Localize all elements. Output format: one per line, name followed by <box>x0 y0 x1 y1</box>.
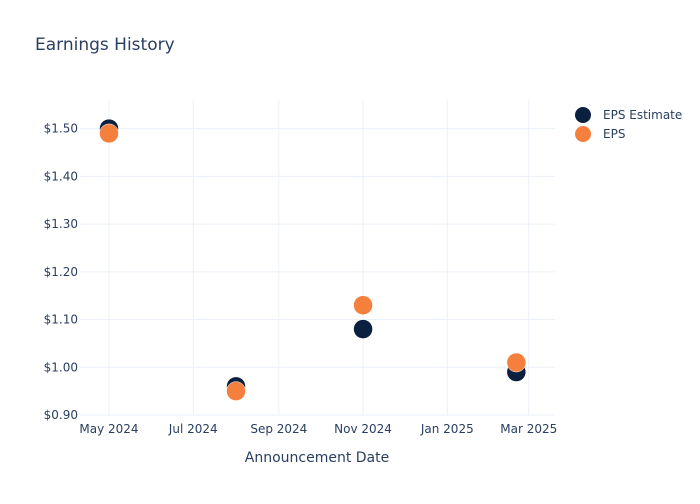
data-point[interactable] <box>353 319 373 339</box>
x-axis-label: Announcement Date <box>245 450 389 466</box>
x-axis-ticks: May 2024 Jul 2024 Sep 2024 Nov 2024 Jan 2025… <box>79 422 557 436</box>
legend-marker <box>575 126 591 142</box>
y-tick-label: $1.30 <box>44 217 78 231</box>
data-point[interactable] <box>353 295 373 315</box>
grid-lines <box>80 100 555 416</box>
x-tick-label: Jul 2024 <box>168 422 218 436</box>
y-tick-label: $0.90 <box>44 408 78 422</box>
data-point[interactable] <box>226 381 246 401</box>
x-tick-label: Sep 2024 <box>250 422 307 436</box>
chart-title: Earnings History <box>35 35 175 55</box>
data-point[interactable] <box>99 123 119 144</box>
data-points <box>99 118 527 401</box>
y-axis-ticks: $0.90 $1.00 $1.10 $1.20 $1.30 $1.40 $1.50 <box>44 122 78 422</box>
y-tick-label: $1.10 <box>44 313 78 327</box>
legend[interactable]: EPS Estimate EPS <box>575 107 682 142</box>
legend-marker <box>575 107 591 123</box>
legend-label: EPS Estimate <box>603 108 682 122</box>
legend-item[interactable]: EPS Estimate <box>575 107 682 123</box>
y-tick-label: $1.50 <box>44 122 78 136</box>
y-tick-label: $1.20 <box>44 265 78 279</box>
x-tick-label: Nov 2024 <box>334 422 392 436</box>
x-tick-label: Jan 2025 <box>420 422 474 436</box>
legend-label: EPS <box>603 127 625 141</box>
y-tick-label: $1.00 <box>44 360 78 374</box>
data-point[interactable] <box>506 352 527 373</box>
series-1 <box>99 123 527 401</box>
x-tick-label: May 2024 <box>79 422 138 436</box>
x-tick-label: Mar 2025 <box>500 422 557 436</box>
y-tick-label: $1.40 <box>44 169 78 183</box>
legend-item[interactable]: EPS <box>575 126 625 142</box>
